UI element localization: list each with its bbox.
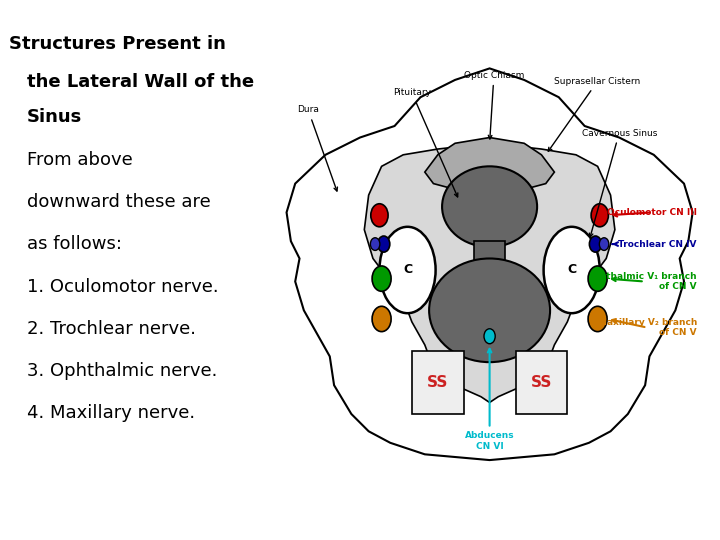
Ellipse shape [591,204,608,227]
Text: Opthalmic V₁ branch
of CN V: Opthalmic V₁ branch of CN V [593,272,697,291]
Text: Oculomotor CN III: Oculomotor CN III [607,208,697,217]
Ellipse shape [378,236,390,252]
Polygon shape [425,138,554,190]
Polygon shape [287,69,693,460]
Text: Pituitary: Pituitary [393,88,458,197]
Text: Structures Present in: Structures Present in [9,35,226,53]
Ellipse shape [372,266,391,291]
Ellipse shape [371,204,388,227]
Text: SS: SS [531,375,552,390]
Text: Abducens
CN VI: Abducens CN VI [465,349,514,451]
Ellipse shape [442,166,537,247]
Ellipse shape [588,266,607,291]
Text: From above: From above [27,151,132,169]
Ellipse shape [372,306,391,332]
Text: Cavernous Sinus: Cavernous Sinus [582,129,657,237]
Text: Maxillary V₂ branch
of CN V: Maxillary V₂ branch of CN V [598,318,697,338]
Ellipse shape [590,236,601,252]
Ellipse shape [429,259,550,362]
Text: C: C [403,264,412,276]
Text: 1. Oculomotor nerve.: 1. Oculomotor nerve. [27,278,218,295]
Ellipse shape [599,238,609,251]
Ellipse shape [370,238,380,251]
Text: the Lateral Wall of the: the Lateral Wall of the [27,73,254,91]
Text: Optic Chiasm: Optic Chiasm [464,71,524,139]
Polygon shape [364,143,615,402]
Text: 2. Trochlear nerve.: 2. Trochlear nerve. [27,320,196,338]
Text: Dura: Dura [297,105,338,191]
Ellipse shape [484,329,495,344]
Text: C: C [567,264,576,276]
Ellipse shape [544,227,600,313]
Text: Suprasellar Cistern: Suprasellar Cistern [548,77,641,151]
Text: as follows:: as follows: [27,235,122,253]
Polygon shape [516,350,567,414]
Text: downward these are: downward these are [27,193,211,211]
Ellipse shape [588,306,607,332]
Ellipse shape [379,227,436,313]
Text: Sinus: Sinus [27,108,82,126]
Polygon shape [412,350,464,414]
Text: 3. Ophthalmic nerve.: 3. Ophthalmic nerve. [27,362,217,380]
Polygon shape [474,241,505,287]
Text: Trochlear CN IV: Trochlear CN IV [613,240,697,248]
Text: SS: SS [427,375,449,390]
Text: 4. Maxillary nerve.: 4. Maxillary nerve. [27,404,195,422]
